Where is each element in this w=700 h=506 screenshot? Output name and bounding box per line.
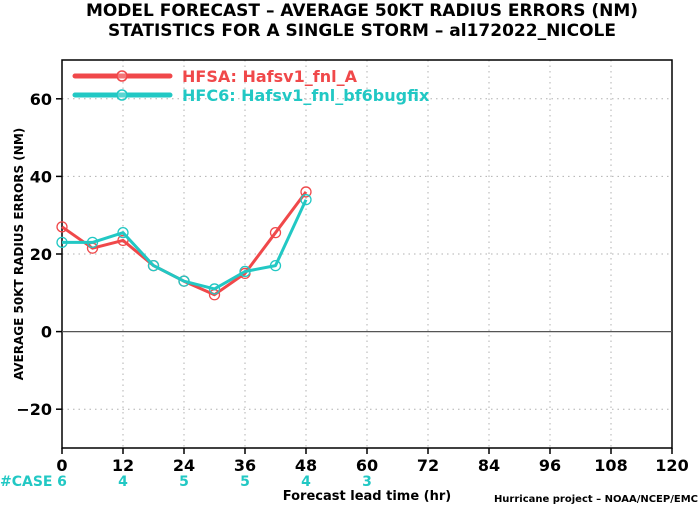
case-label: #CASE (0, 474, 53, 490)
x-tick-label: 24 (173, 456, 195, 475)
legend-marker-1 (116, 70, 128, 82)
y-tick-label: 20 (30, 245, 52, 264)
x-tick-label: 72 (417, 456, 439, 475)
x-tick-label: 48 (295, 456, 317, 475)
series-line-1 (61, 191, 308, 297)
series-2-point (178, 275, 190, 287)
series-2-point (117, 227, 129, 239)
chart-title-line2: STATISTICS FOR A SINGLE STORM – al172022… (108, 21, 616, 41)
case-count: 5 (179, 474, 189, 490)
y-tick-label: 60 (30, 90, 52, 109)
case-count: 3 (362, 474, 372, 490)
legend-label-2: HFC6: Hafsv1_fnl_bf6bugfix (182, 86, 430, 105)
y-axis-label: AVERAGE 50KT RADIUS ERRORS (NM) (12, 128, 26, 380)
case-counts: 6 4 5 5 4 3 (57, 474, 372, 490)
series-1-point (56, 221, 68, 233)
x-tick-label: 12 (112, 456, 134, 475)
series-2-point (56, 236, 68, 249)
series-group (56, 186, 312, 301)
x-tick-label: 108 (594, 456, 627, 475)
y-tick-label: −20 (16, 400, 52, 419)
x-tick-label: 84 (478, 456, 500, 475)
series-2-point (239, 265, 251, 278)
x-tick-label: 60 (356, 456, 378, 475)
case-count: 4 (118, 474, 128, 490)
credit-text: Hurricane project – NOAA/NCEP/EMC (494, 494, 698, 505)
x-tick-label: 36 (234, 456, 256, 475)
legend-label-1: HFSA: Hafsv1_fnl_A (182, 67, 358, 86)
x-tick-label: 96 (539, 456, 561, 475)
x-axis-label: Forecast lead time (hr) (283, 489, 451, 504)
legend-marker-2 (116, 89, 128, 101)
series-2-point (208, 283, 221, 295)
case-count: 4 (301, 474, 311, 490)
series-2-point (147, 259, 160, 272)
series-2-point (269, 259, 282, 272)
axis-ticks: 0 12 24 36 48 60 72 84 96 108 120 −20 0 20 40 60 (16, 90, 688, 475)
series-2-point (86, 236, 99, 249)
series-line-2 (62, 199, 308, 291)
case-count: 5 (240, 474, 250, 490)
grid (62, 60, 672, 448)
x-tick-label: 0 (56, 456, 67, 475)
series-1-point (117, 234, 129, 247)
series-1-point (300, 186, 312, 198)
series-2-point (300, 194, 312, 206)
series-1-point (269, 227, 282, 239)
case-count: 6 (57, 474, 67, 490)
y-tick-label: 40 (30, 167, 52, 186)
y-tick-label: 0 (41, 323, 52, 342)
x-tick-label: 120 (655, 456, 688, 475)
chart-title-line1: MODEL FORECAST – AVERAGE 50KT RADIUS ERR… (86, 1, 638, 21)
